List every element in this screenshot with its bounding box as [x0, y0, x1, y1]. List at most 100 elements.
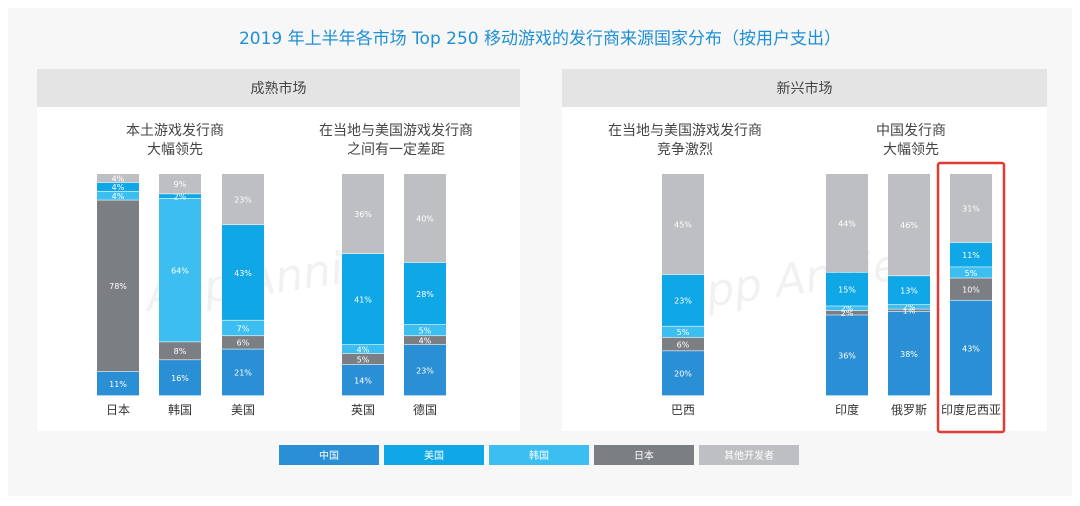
bar-segment-巴西-美国	[662, 274, 704, 326]
bar-value-label: 46%	[900, 221, 918, 230]
bar-segment-印度尼西亚-其他开发者	[950, 174, 992, 243]
group-subtitle-1-0-1: 竞争激烈	[657, 141, 713, 158]
bar-value-label: 36%	[838, 352, 856, 361]
bar-segment-俄罗斯-美国	[888, 276, 930, 305]
bar-segment-印度尼西亚-美国	[950, 242, 992, 267]
bar-segment-美国-韩国	[222, 320, 264, 336]
group-subtitle-0-0-0: 本土游戏发行商	[126, 123, 224, 139]
bar-segment-印度-韩国	[826, 306, 868, 311]
bar-value-label: 2%	[174, 192, 187, 201]
bar-value-label: 11%	[109, 380, 127, 389]
bar-segment-印度尼西亚-日本	[950, 278, 992, 300]
legend-label-美国: 美国	[424, 449, 444, 462]
bar-segment-日本-中国	[97, 371, 139, 396]
category-label-美国: 美国	[231, 403, 255, 417]
legend-swatch-其他开发者	[699, 445, 799, 465]
bar-value-label: 10%	[962, 285, 980, 294]
bar-value-label: 64%	[171, 266, 189, 275]
bar-value-label: 15%	[838, 285, 856, 294]
bar-value-label: 78%	[109, 282, 127, 291]
bar-value-label: 13%	[900, 287, 918, 296]
bar-value-label: 38%	[900, 350, 918, 359]
panel-header-bar-1	[562, 69, 1047, 107]
bar-segment-英国-韩国	[342, 344, 384, 354]
bar-segment-巴西-中国	[662, 351, 704, 396]
bar-value-label: 6%	[677, 340, 690, 349]
chart-title: 2019 年上半年各市场 Top 250 移动游戏的发行商来源国家分布（按用户支…	[238, 29, 841, 49]
bar-value-label: 23%	[234, 196, 252, 205]
bar-segment-俄罗斯-其他开发者	[888, 174, 930, 276]
legend-swatch-韩国	[489, 445, 589, 465]
panel-header-0: 成熟市场	[251, 80, 307, 97]
legend-swatch-中国	[279, 445, 379, 465]
legend-label-日本: 日本	[634, 449, 654, 462]
bar-segment-美国-美国	[222, 225, 264, 320]
bar-value-label: 45%	[674, 220, 692, 229]
bar-value-label: 6%	[237, 339, 250, 348]
bar-segment-印度-日本	[826, 310, 868, 315]
bar-value-label: 20%	[674, 370, 692, 379]
group-subtitle-0-0-1: 大幅领先	[147, 142, 203, 158]
bar-segment-英国-日本	[342, 353, 384, 365]
category-label-英国: 英国	[351, 403, 375, 417]
bar-segment-印度-美国	[826, 272, 868, 306]
legend-label-中国: 中国	[319, 449, 339, 462]
bar-segment-美国-其他开发者	[222, 174, 264, 225]
panel-header-1: 新兴市场	[777, 80, 833, 97]
category-label-印度尼西亚: 印度尼西亚	[941, 402, 1001, 417]
bar-value-label: 8%	[174, 347, 187, 356]
legend-swatch-美国	[384, 445, 484, 465]
bar-value-label: 5%	[419, 327, 432, 336]
bar-value-label: 43%	[234, 269, 252, 278]
bar-value-label: 2%	[903, 303, 916, 312]
bar-segment-俄罗斯-日本	[888, 309, 930, 312]
bar-segment-印度尼西亚-中国	[950, 300, 992, 396]
category-label-韩国: 韩国	[168, 402, 192, 417]
bar-value-label: 44%	[838, 219, 856, 228]
panel-header-bar-0	[37, 69, 520, 107]
bar-value-label: 5%	[357, 355, 370, 364]
legend-swatch-日本	[594, 445, 694, 465]
bar-segment-美国-日本	[222, 336, 264, 349]
legend-label-其他开发者: 其他开发者	[724, 449, 774, 462]
bar-segment-韩国-其他开发者	[159, 174, 201, 194]
bar-value-label: 5%	[677, 328, 690, 337]
bar-segment-日本-美国	[97, 182, 139, 191]
bar-value-label: 40%	[416, 214, 434, 223]
category-label-日本: 日本	[106, 403, 130, 417]
bar-segment-韩国-中国	[159, 360, 201, 396]
legend-label-韩国: 韩国	[529, 449, 549, 462]
bar-segment-韩国-日本	[159, 342, 201, 360]
bar-segment-巴西-其他开发者	[662, 174, 704, 275]
bar-value-label: 2%	[841, 305, 854, 314]
bar-segment-韩国-美国	[159, 194, 201, 199]
highlight-box	[936, 161, 1006, 434]
bar-segment-日本-日本	[97, 200, 139, 372]
bar-value-label: 4%	[112, 183, 125, 192]
bar-value-label: 28%	[416, 290, 434, 299]
bar-value-label: 14%	[354, 376, 372, 385]
bar-segment-韩国-韩国	[159, 198, 201, 342]
category-label-德国: 德国	[413, 402, 437, 417]
bar-segment-德国-美国	[404, 262, 446, 325]
bar-segment-德国-韩国	[404, 324, 446, 336]
category-label-印度: 印度	[835, 402, 859, 417]
bar-segment-印度-中国	[826, 315, 868, 396]
bar-value-label: 4%	[112, 192, 125, 201]
bar-segment-英国-中国	[342, 364, 384, 396]
bar-segment-日本-其他开发者	[97, 174, 139, 183]
bar-segment-巴西-日本	[662, 337, 704, 351]
bar-value-label: 11%	[962, 251, 980, 260]
group-subtitle-0-1-1: 之间有一定差距	[347, 142, 445, 158]
bar-value-label: 2%	[841, 309, 854, 318]
group-subtitle-0-1-0: 在当地与美国游戏发行商	[319, 123, 473, 139]
bar-segment-印度-其他开发者	[826, 174, 868, 273]
bar-value-label: 4%	[357, 345, 370, 354]
bar-value-label: 41%	[354, 295, 372, 304]
bar-segment-俄罗斯-中国	[888, 311, 930, 396]
bar-value-label: 5%	[965, 269, 978, 278]
category-label-俄罗斯: 俄罗斯	[891, 403, 927, 417]
bar-value-label: 9%	[174, 180, 187, 189]
bar-value-label: 36%	[354, 210, 372, 219]
